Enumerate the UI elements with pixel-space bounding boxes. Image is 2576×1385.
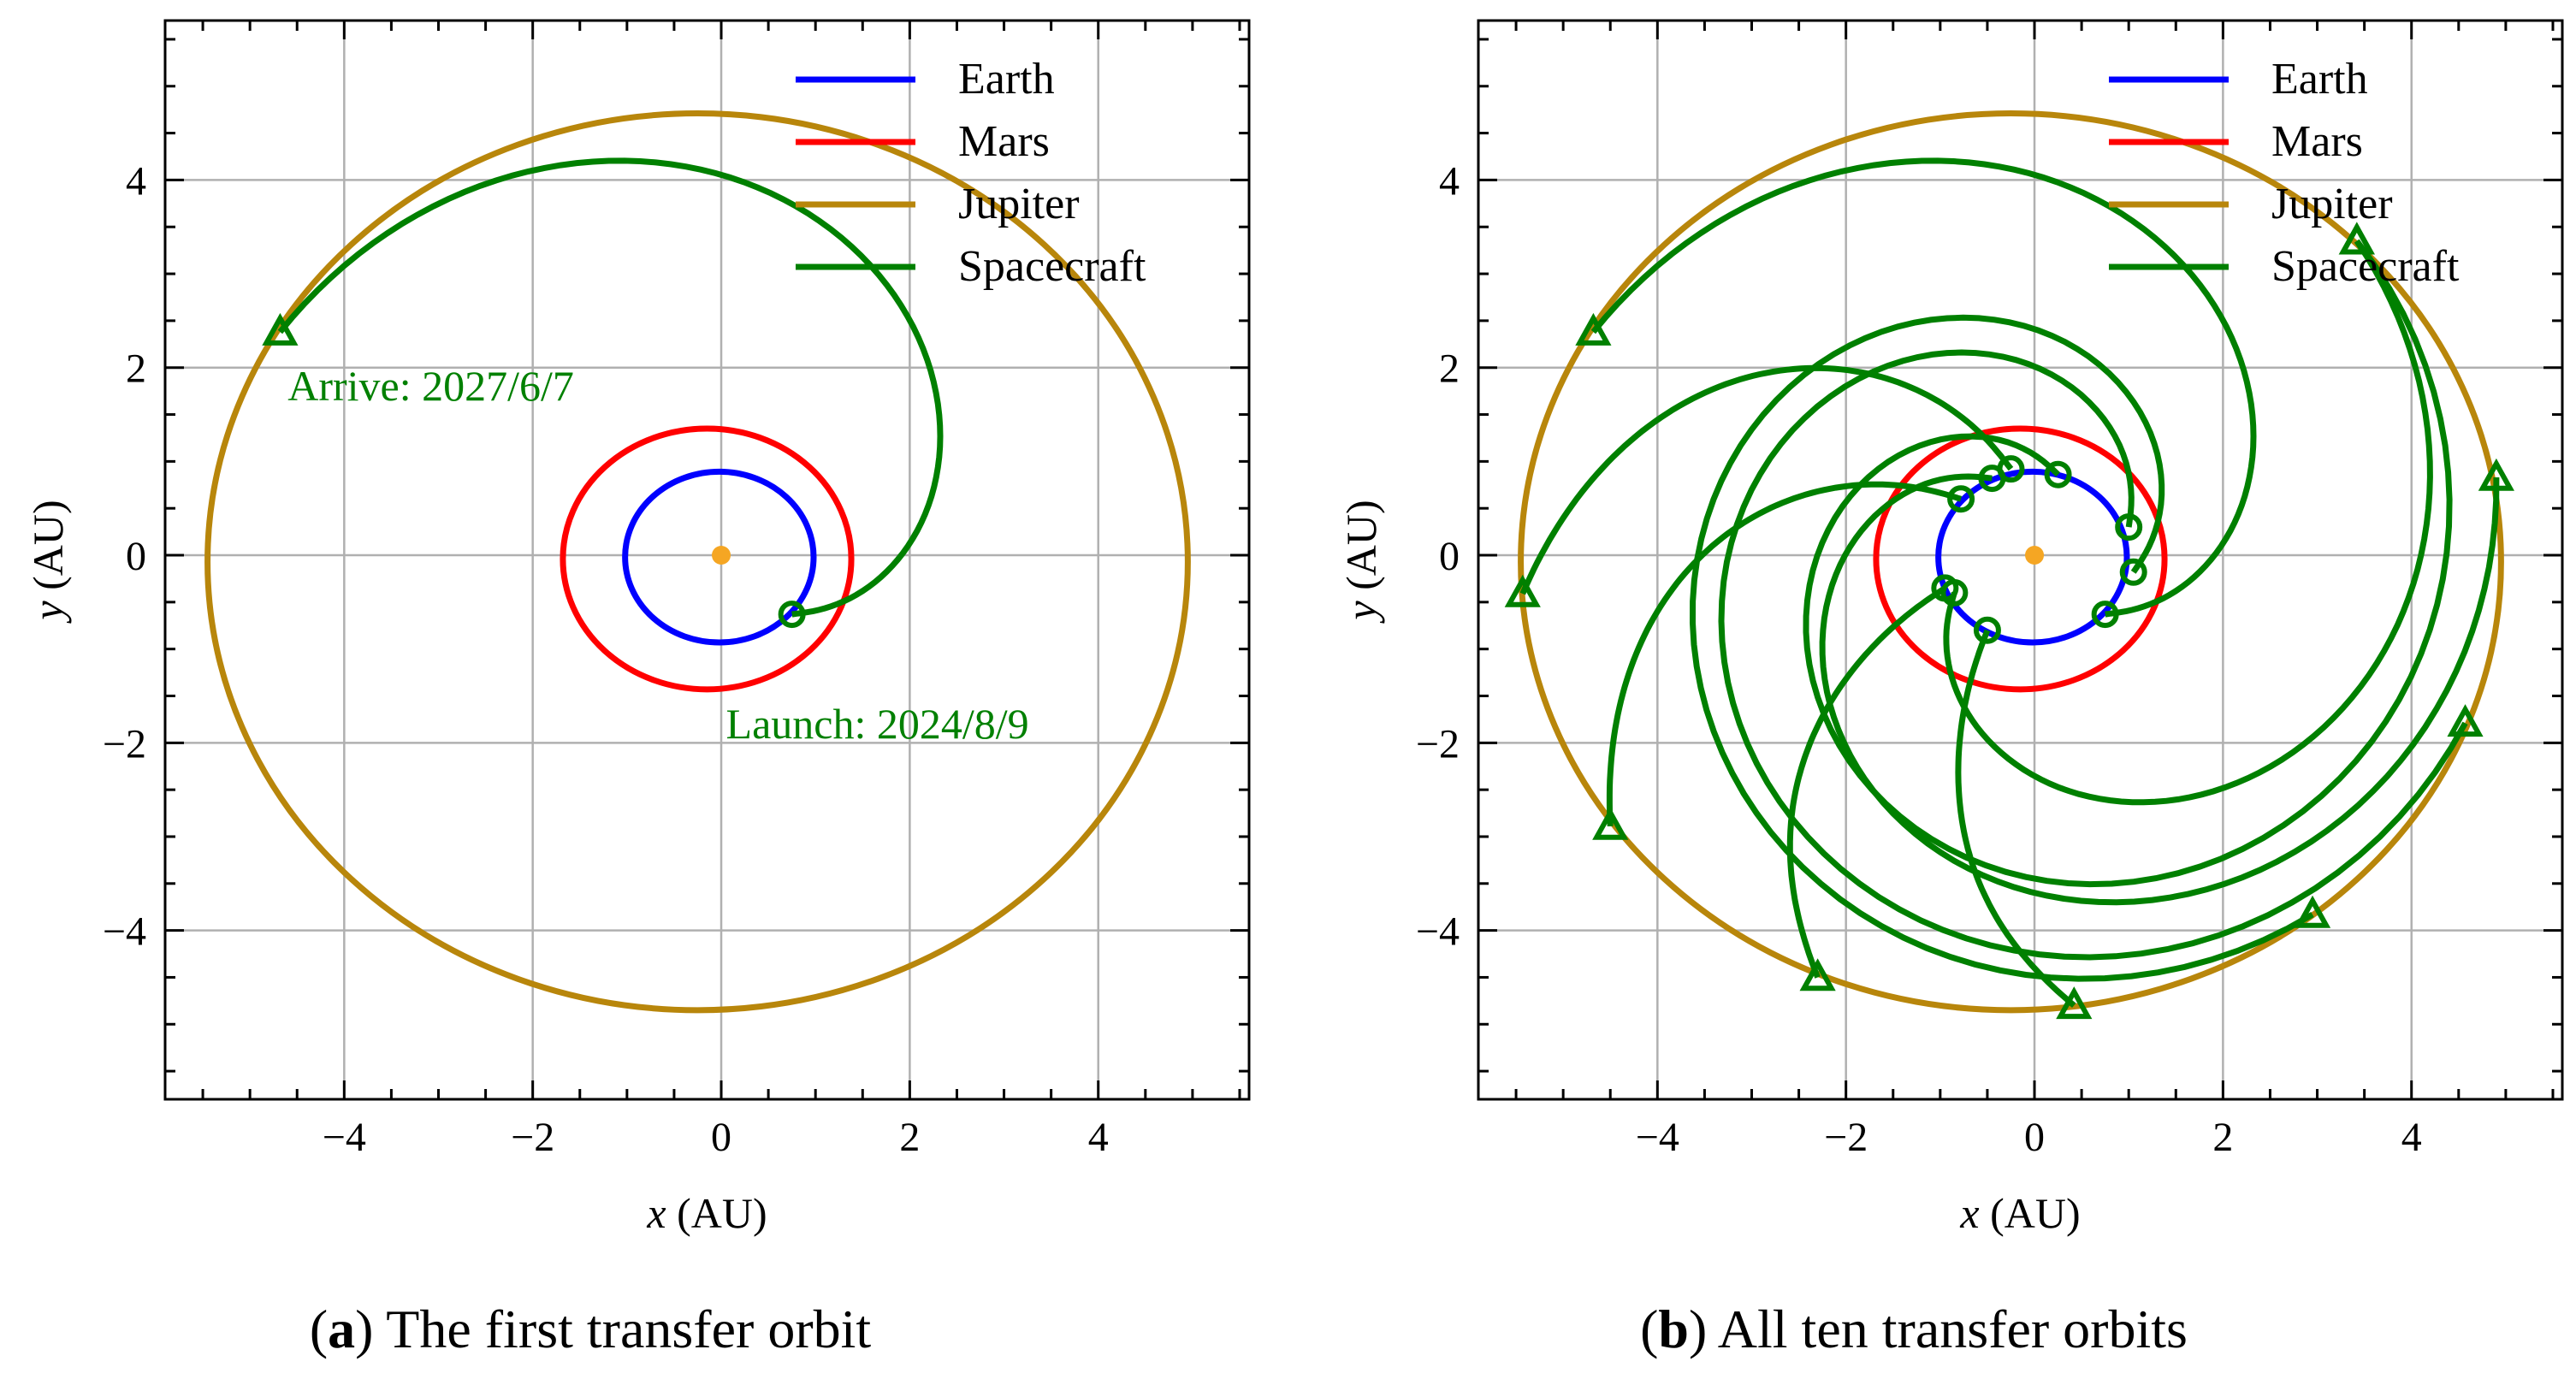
arrive-marker bbox=[1592, 807, 1629, 840]
x-tick-label: 0 bbox=[2024, 1115, 2045, 1160]
x-axis-unit: (AU) bbox=[666, 1189, 767, 1237]
launch-marker bbox=[1978, 465, 2006, 493]
y-tick-label: 2 bbox=[126, 346, 146, 392]
y-tick-label: −2 bbox=[103, 721, 146, 766]
x-tick-label: 4 bbox=[2401, 1115, 2422, 1160]
y-tick-label: 2 bbox=[1439, 346, 1460, 392]
caption-b: (b) All ten transfer orbits bbox=[1640, 1299, 2188, 1359]
x-axis-variable: x bbox=[646, 1189, 666, 1237]
legend-label-earth: Earth bbox=[958, 55, 1055, 104]
x-axis-label: x (AU) bbox=[646, 1189, 767, 1237]
orbit-jupiter bbox=[204, 110, 1191, 1014]
arrive-marker bbox=[1504, 574, 1541, 607]
arrive-marker bbox=[2478, 458, 2514, 491]
orbit-earth bbox=[622, 468, 817, 646]
arrive-marker bbox=[2294, 895, 2331, 928]
x-tick-label: −4 bbox=[1636, 1115, 1679, 1160]
y-tick-label: 4 bbox=[126, 158, 146, 204]
y-tick-label: −4 bbox=[103, 909, 146, 955]
y-tick-label: −4 bbox=[1416, 909, 1460, 955]
launch-marker bbox=[1940, 578, 1969, 607]
x-tick-label: −4 bbox=[323, 1115, 366, 1160]
legend-label-jupiter: Jupiter bbox=[958, 180, 1080, 228]
y-axis-variable: y bbox=[24, 601, 72, 624]
spacecraft-trajectory bbox=[1786, 585, 1947, 979]
launch-marker bbox=[2044, 460, 2072, 488]
plot-area bbox=[165, 21, 1249, 1099]
arrive-marker bbox=[1575, 312, 1612, 346]
spacecraft-trajectory bbox=[1606, 481, 1963, 827]
launch-marker bbox=[1947, 485, 1975, 513]
launch-marker bbox=[2115, 513, 2143, 542]
spacecraft-trajectory bbox=[1943, 239, 2433, 806]
orbit-jupiter bbox=[1518, 110, 2504, 1014]
y-tick-label: 4 bbox=[1439, 158, 1460, 204]
y-axis-variable: y bbox=[1337, 601, 1385, 624]
legend-label-earth: Earth bbox=[2271, 55, 2368, 104]
spacecraft-trajectory bbox=[1590, 157, 2257, 618]
legend-label-mars: Mars bbox=[958, 117, 1050, 166]
y-axis-unit: (AU) bbox=[1337, 500, 1385, 601]
x-tick-label: −2 bbox=[511, 1115, 554, 1160]
x-axis-label: x (AU) bbox=[1959, 1189, 2080, 1237]
sun-marker bbox=[2025, 546, 2045, 565]
legend-label-spacecraft: Spacecraft bbox=[2271, 242, 2460, 291]
plot-frame bbox=[163, 19, 1251, 1101]
orbit-mars bbox=[1873, 425, 2168, 693]
caption-a: (a) The first transfer orbit bbox=[310, 1299, 872, 1359]
legend-label-spacecraft: Spacecraft bbox=[958, 242, 1146, 291]
spacecraft-trajectory bbox=[277, 157, 944, 618]
annotation-label: Launch: 2024/8/9 bbox=[726, 700, 1029, 748]
y-tick-label: 0 bbox=[1439, 534, 1460, 579]
y-axis-label: y (AU) bbox=[1337, 500, 1385, 624]
plot-frame bbox=[1477, 19, 2564, 1101]
spacecraft-trajectory bbox=[1819, 473, 2500, 906]
y-tick-label: 0 bbox=[126, 534, 146, 579]
legend: Earth Mars Jupiter Spacecraft bbox=[796, 55, 1146, 291]
arrive-marker bbox=[2447, 704, 2484, 737]
arrive-marker bbox=[2338, 222, 2375, 255]
plot-area bbox=[1478, 21, 2562, 1099]
sun-marker bbox=[712, 546, 731, 565]
x-tick-label: −2 bbox=[1824, 1115, 1868, 1160]
arrive-marker bbox=[1799, 958, 1836, 991]
arrive-marker bbox=[262, 312, 299, 346]
legend-label-jupiter: Jupiter bbox=[2271, 180, 2393, 228]
x-axis-unit: (AU) bbox=[1980, 1189, 2081, 1237]
launch-marker bbox=[1973, 616, 2001, 644]
spacecraft-trajectory bbox=[1689, 314, 2314, 982]
arrive-marker bbox=[2056, 986, 2093, 1020]
y-tick-label: −2 bbox=[1416, 721, 1460, 766]
y-axis-label: y (AU) bbox=[24, 500, 72, 624]
orbit-mars bbox=[560, 425, 855, 693]
spacecraft-trajectory bbox=[1519, 364, 2014, 595]
x-tick-label: 0 bbox=[711, 1115, 731, 1160]
launch-marker bbox=[2119, 558, 2147, 586]
launch-marker bbox=[2091, 601, 2119, 629]
y-axis-unit: (AU) bbox=[24, 500, 72, 601]
launch-marker bbox=[778, 601, 806, 629]
spacecraft-trajectory bbox=[1718, 349, 2468, 961]
orbit-earth bbox=[1935, 468, 2130, 646]
x-axis-variable: x bbox=[1959, 1189, 1979, 1237]
panel-a-chart: Arrive: 2027/6/7 Launch: 2024/8/9 −4 −2 0 2 4 −… bbox=[24, 19, 1251, 1237]
x-tick-label: 2 bbox=[2212, 1115, 2233, 1160]
spacecraft-trajectory bbox=[1955, 629, 2076, 1008]
legend-label-mars: Mars bbox=[2271, 117, 2363, 166]
x-tick-label: 4 bbox=[1088, 1115, 1109, 1160]
annotation-label: Arrive: 2027/6/7 bbox=[287, 362, 574, 410]
legend: Earth Mars Jupiter Spacecraft bbox=[2109, 55, 2460, 291]
x-tick-label: 2 bbox=[899, 1115, 920, 1160]
